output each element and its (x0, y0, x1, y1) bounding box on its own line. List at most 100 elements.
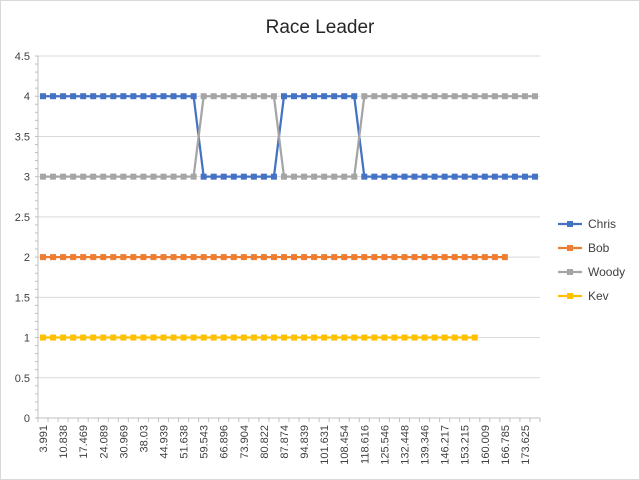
x-tick-label: 87.874 (279, 425, 291, 459)
data-point (40, 254, 47, 261)
data-point (50, 334, 57, 341)
data-point (190, 334, 197, 341)
legend-item-kev: Kev (558, 289, 609, 303)
data-point (120, 173, 127, 180)
legend-swatch-marker (567, 293, 573, 299)
data-point (291, 334, 298, 341)
data-point (280, 254, 287, 261)
data-point (70, 173, 77, 180)
data-point (501, 173, 508, 180)
data-point (381, 334, 388, 341)
data-point (230, 93, 237, 100)
data-point (160, 254, 167, 261)
data-point (391, 254, 398, 261)
x-tick-label: 44.939 (159, 425, 171, 459)
data-point (411, 93, 418, 100)
data-point (461, 173, 468, 180)
data-point (190, 254, 197, 261)
y-tick-label: 0 (24, 413, 30, 425)
data-point (311, 93, 318, 100)
data-point (351, 334, 358, 341)
data-point (210, 334, 217, 341)
data-point (451, 173, 458, 180)
x-tick-label: 24.089 (98, 425, 110, 459)
data-point (421, 173, 428, 180)
data-point (260, 93, 267, 100)
data-point (421, 254, 428, 261)
data-point (331, 254, 338, 261)
data-point (200, 334, 207, 341)
data-point (331, 93, 338, 100)
x-tick-label: 108.454 (339, 425, 351, 465)
data-point (130, 93, 137, 100)
data-point (240, 93, 247, 100)
data-point (441, 93, 448, 100)
data-point (471, 173, 478, 180)
series-woody (40, 93, 538, 180)
data-point (60, 93, 67, 100)
data-point (170, 173, 177, 180)
data-point (531, 173, 538, 180)
data-point (70, 334, 77, 341)
data-point (361, 254, 368, 261)
data-point (180, 173, 187, 180)
data-point (401, 334, 408, 341)
x-tick-label: 17.469 (78, 425, 90, 459)
x-tick-label: 153.215 (460, 425, 472, 465)
data-point (70, 93, 77, 100)
data-point (511, 93, 518, 100)
data-point (341, 254, 348, 261)
data-point (291, 173, 298, 180)
data-point (371, 254, 378, 261)
legend: Chris Bob Woody Kev (558, 217, 625, 303)
data-point (250, 254, 257, 261)
data-point (341, 334, 348, 341)
y-tick-label: 0.5 (15, 373, 30, 385)
data-point (100, 334, 107, 341)
data-point (120, 93, 127, 100)
data-point (50, 93, 57, 100)
data-point (40, 334, 47, 341)
data-point (431, 173, 438, 180)
data-point (381, 173, 388, 180)
data-point (130, 254, 137, 261)
data-point (60, 334, 67, 341)
data-point (190, 173, 197, 180)
y-tick-label: 1 (24, 333, 30, 345)
data-point (301, 334, 308, 341)
data-point (351, 93, 358, 100)
data-point (291, 254, 298, 261)
data-point (351, 173, 358, 180)
data-point (80, 254, 87, 261)
series-kev (40, 334, 478, 341)
data-point (481, 93, 488, 100)
data-point (531, 93, 538, 100)
data-point (391, 173, 398, 180)
x-tick-label: 173.625 (520, 425, 532, 465)
data-point (371, 93, 378, 100)
data-point (50, 173, 57, 180)
data-point (361, 173, 368, 180)
data-point (280, 93, 287, 100)
data-point (421, 93, 428, 100)
data-point (351, 254, 358, 261)
data-point (381, 254, 388, 261)
data-point (60, 173, 67, 180)
data-point (481, 173, 488, 180)
data-point (441, 334, 448, 341)
data-point (371, 334, 378, 341)
data-point (130, 334, 137, 341)
data-point (511, 173, 518, 180)
x-tick-label: 166.785 (500, 425, 512, 465)
x-tick-label: 3.991 (38, 425, 50, 453)
data-point (250, 173, 257, 180)
series-lines (40, 93, 538, 341)
data-point (401, 254, 408, 261)
series-chris (40, 93, 538, 180)
data-point (341, 93, 348, 100)
data-point (40, 93, 47, 100)
data-point (521, 173, 528, 180)
data-point (230, 254, 237, 261)
data-point (170, 334, 177, 341)
data-point (180, 334, 187, 341)
